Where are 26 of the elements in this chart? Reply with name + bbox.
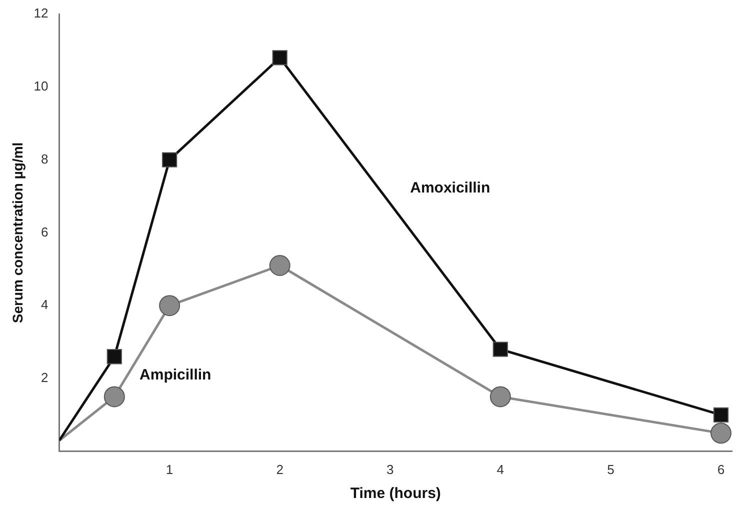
x-tick-label: 1 <box>166 462 174 477</box>
x-tick-label: 3 <box>386 462 394 477</box>
x-tick-label: 6 <box>717 462 725 477</box>
point <box>159 295 180 316</box>
x-tick-label: 5 <box>607 462 614 477</box>
y-tick-label: 6 <box>41 224 48 240</box>
y-tick-label: 10 <box>34 78 48 94</box>
point <box>492 342 508 357</box>
y-tick-label: 12 <box>34 6 48 21</box>
x-tick-label: 4 <box>496 462 504 477</box>
point <box>713 407 729 423</box>
series-label: Amoxicillin <box>410 180 490 197</box>
x-axis-title: Time (hours) <box>350 485 441 502</box>
y-tick-label: 2 <box>41 370 48 386</box>
series-label: Ampicillin <box>140 366 212 384</box>
point <box>104 386 125 408</box>
x-tick-label: 2 <box>276 462 284 477</box>
point <box>106 349 122 364</box>
point <box>490 386 511 408</box>
y-tick-label: 4 <box>41 297 48 312</box>
point <box>162 152 178 168</box>
point <box>710 422 732 444</box>
point <box>272 50 288 66</box>
point <box>269 255 290 276</box>
y-tick-label: 8 <box>41 151 48 166</box>
y-axis-title: Serum concentration µg/ml <box>9 142 26 324</box>
